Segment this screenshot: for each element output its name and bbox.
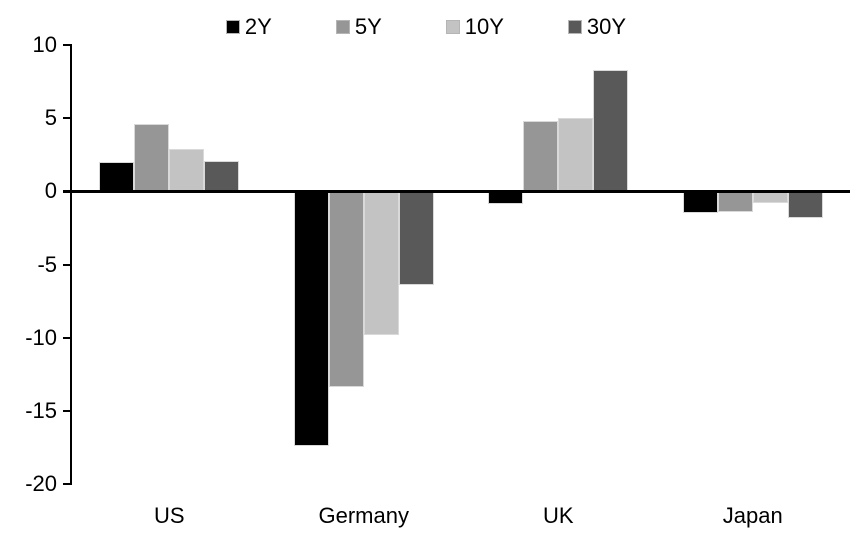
legend-swatch-icon: [335, 20, 350, 34]
legend-item-10y: 10Y: [445, 14, 504, 40]
category-label: UK: [542, 503, 574, 528]
y-tick-label: 10: [32, 32, 57, 57]
bar-us-5y: [134, 124, 170, 192]
category-label: US: [153, 503, 185, 528]
y-axis-tick: [63, 117, 72, 120]
bar-germany-2y: [293, 191, 329, 446]
y-tick-label: -20: [25, 471, 57, 496]
legend-label: 2Y: [244, 14, 272, 39]
bar-japan-10y: [752, 191, 788, 204]
bar-us-30y: [204, 160, 240, 192]
y-tick-label: 5: [44, 105, 57, 131]
y-axis-tick: [63, 483, 72, 485]
bar-germany-30y: [398, 191, 434, 285]
bar-germany-5y: [328, 191, 364, 388]
y-axis-tick: [63, 263, 72, 266]
chart-legend: 2Y 5Y 10Y 30Y: [0, 14, 852, 40]
category-label: Japan: [722, 503, 783, 528]
legend-swatch-icon: [567, 20, 582, 34]
legend-label: 30Y: [586, 14, 627, 39]
bar-uk-5y: [523, 121, 559, 192]
bar-japan-5y: [717, 191, 753, 212]
y-axis-tick: [63, 44, 72, 46]
bar-uk-2y: [488, 191, 524, 205]
legend-swatch-icon: [225, 20, 240, 34]
legend-label: 10Y: [464, 14, 504, 39]
legend-item-2y: 2Y: [225, 14, 272, 40]
y-tick-label: 0: [44, 178, 57, 204]
bar-germany-10y: [363, 191, 399, 335]
category-label: Germany: [318, 503, 409, 528]
bar-us-10y: [169, 148, 205, 192]
bar-japan-30y: [787, 191, 823, 218]
legend-item-5y: 5Y: [335, 14, 382, 40]
y-tick-label: -10: [25, 324, 57, 350]
zero-baseline: [63, 189, 850, 193]
bar-japan-2y: [682, 191, 718, 214]
y-tick-label: -15: [25, 397, 57, 423]
y-tick-label: -5: [37, 251, 57, 277]
legend-label: 5Y: [354, 14, 382, 39]
y-axis-tick: [63, 336, 72, 339]
bar-us-2y: [99, 162, 135, 192]
bar-uk-30y: [593, 69, 629, 192]
legend-swatch-icon: [445, 20, 460, 34]
y-axis-tick: [63, 409, 72, 412]
bar-uk-10y: [558, 118, 594, 192]
legend-item-30y: 30Y: [567, 14, 627, 40]
